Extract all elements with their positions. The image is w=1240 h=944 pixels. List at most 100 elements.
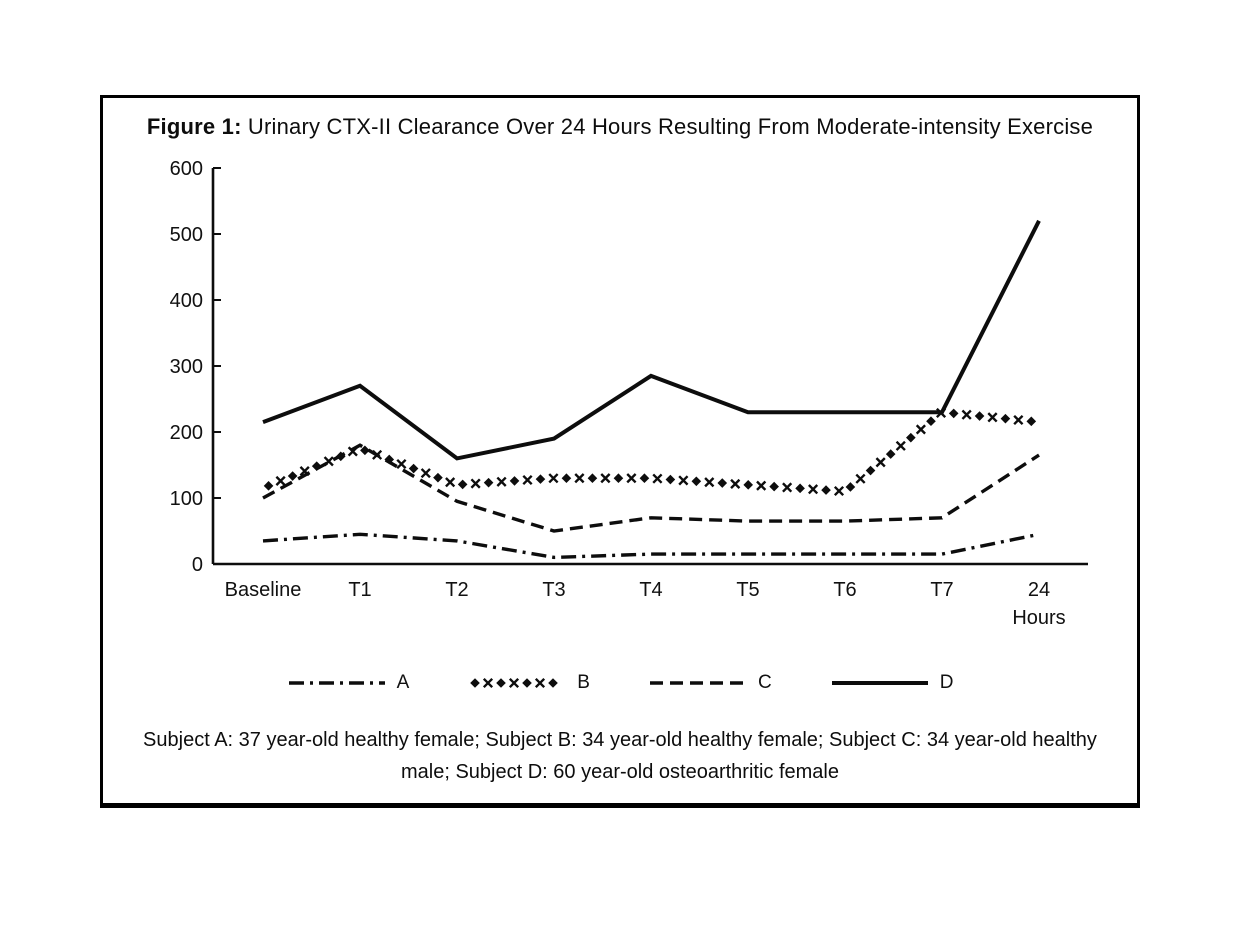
diamond-marker: [845, 482, 856, 492]
legend-label: A: [396, 672, 410, 693]
x-tick-label: T4: [639, 579, 662, 601]
y-tick-label: 300: [170, 356, 203, 378]
x-marker: [535, 677, 546, 689]
legend-item-C: C: [648, 672, 772, 694]
x-tick-label: T7: [930, 579, 953, 601]
x-tick-label: T2: [445, 579, 468, 601]
x-marker: [875, 457, 886, 468]
x-tick-label: T3: [542, 579, 565, 601]
x-tick-label: T1: [348, 579, 371, 601]
x-marker: [275, 475, 286, 486]
line-chart: 0 100 200 300 400 500 600 Baseline T1 T2 T3 T4 T5 T6 T…: [170, 158, 1088, 629]
diamond-marker: [1026, 416, 1037, 427]
legend-item-B: B: [467, 672, 590, 694]
diamond-marker: [457, 479, 468, 490]
diamond-marker: [885, 449, 896, 459]
legend-sample-dashed: [649, 681, 746, 685]
x-marker: [522, 474, 533, 486]
x-tick-label: 24: [1028, 579, 1050, 601]
figure-label: Figure 1:: [146, 114, 242, 139]
series-line: [262, 219, 1041, 461]
x-marker: [1013, 414, 1024, 426]
legend-item-A: A: [287, 672, 410, 694]
x-marker: [756, 480, 767, 491]
diamond-marker: [470, 678, 481, 688]
y-tick-label: 500: [170, 224, 203, 246]
y-tick-label: 600: [170, 158, 203, 180]
x-marker: [915, 424, 926, 435]
legend-label: C: [757, 672, 772, 693]
x-marker: [704, 477, 715, 488]
x-marker: [855, 473, 866, 484]
legend-label: D: [939, 672, 954, 693]
x-marker: [987, 412, 998, 423]
series-B: [263, 407, 1037, 497]
x-marker: [678, 475, 689, 486]
diamond-marker: [613, 473, 624, 484]
diamond-marker: [821, 485, 831, 495]
series-A: [262, 532, 1040, 560]
x-marker: [782, 482, 793, 493]
chart-legend: A B C D: [103, 672, 1137, 694]
diamond-marker: [639, 473, 650, 484]
x-marker: [548, 473, 559, 484]
diamond-marker: [548, 678, 559, 688]
x-marker: [396, 458, 407, 470]
diamond-marker: [743, 480, 754, 490]
diamond-marker: [948, 408, 959, 419]
figure-title: Figure 1: Urinary CTX-II Clearance Over …: [103, 114, 1137, 140]
diamond-marker: [717, 478, 728, 488]
diamond-marker: [926, 416, 936, 427]
x-marker: [895, 440, 906, 451]
diamond-marker: [433, 472, 443, 483]
diamond-marker: [263, 481, 274, 491]
x-marker: [626, 473, 637, 484]
legend-item-D: D: [830, 672, 954, 694]
x-marker: [483, 677, 494, 689]
diamond-marker: [535, 474, 546, 484]
diamond-marker: [906, 432, 916, 443]
legend-sample-dotted-x: [470, 677, 559, 689]
legend-label: B: [577, 672, 590, 693]
diamond-marker: [974, 411, 985, 421]
y-tick-label: 200: [170, 422, 203, 444]
diamond-marker: [665, 474, 676, 485]
x-marker: [833, 485, 845, 497]
y-tick-label: 0: [192, 554, 203, 576]
series-D: [262, 219, 1041, 461]
figure-caption: Subject A: 37 year-old healthy female; S…: [143, 729, 1097, 783]
x-marker: [509, 677, 520, 689]
diamond-marker: [287, 471, 298, 481]
diamond-marker: [509, 476, 520, 486]
x-marker: [652, 473, 663, 484]
diamond-marker: [483, 477, 494, 488]
chart-area: 0 100 200 300 400 500 600 Baseline T1 T2 T3 T4 T5 T6 T…: [103, 144, 1137, 664]
diamond-marker: [769, 481, 779, 492]
diamond-marker: [408, 463, 419, 474]
y-tick-label: 400: [170, 290, 203, 312]
series-line: [262, 443, 1040, 533]
diamond-marker: [522, 678, 533, 688]
diamond-marker: [496, 678, 507, 688]
figure-title-text: Urinary CTX-II Clearance Over 24 Hours R…: [241, 114, 1094, 139]
diamond-marker: [865, 465, 876, 476]
x-marker: [600, 473, 611, 484]
x-tick-label: Baseline: [225, 579, 302, 601]
x-marker: [420, 468, 431, 479]
legend-sample-solid: [831, 681, 928, 685]
diamond-marker: [561, 473, 572, 484]
x-marker: [496, 476, 507, 487]
x-marker: [574, 473, 585, 484]
diamond-marker: [587, 473, 598, 484]
diamond-marker: [1000, 413, 1011, 424]
x-tick-label: Hours: [1012, 607, 1065, 629]
y-tick-label: 100: [170, 488, 203, 510]
legend-sample-dash-dot: [288, 681, 385, 685]
x-marker: [961, 409, 972, 420]
x-tick-label: T6: [833, 579, 856, 601]
figure-box: Figure 1: Urinary CTX-II Clearance Over …: [100, 95, 1140, 808]
x-marker: [470, 478, 481, 489]
x-marker: [808, 484, 819, 495]
x-marker: [445, 477, 456, 488]
